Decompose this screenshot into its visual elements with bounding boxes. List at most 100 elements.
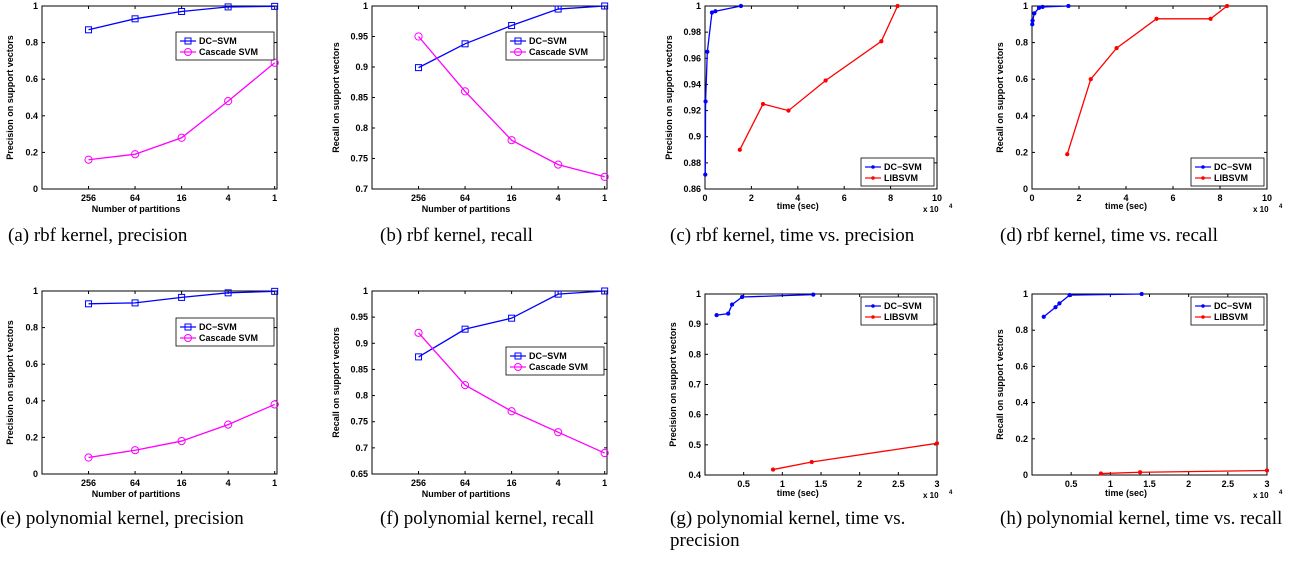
data-point bbox=[786, 108, 791, 113]
y-tick-label: 0.85 bbox=[350, 93, 368, 103]
x-tick-label: 6 bbox=[842, 193, 847, 203]
data-point bbox=[85, 300, 93, 308]
x-tick-label: 2 bbox=[857, 479, 862, 489]
data-point bbox=[1088, 77, 1093, 82]
x-tick-label: 0 bbox=[702, 193, 707, 203]
x-axis-label: time (sec) bbox=[777, 488, 819, 498]
x-tick-label: 16 bbox=[507, 478, 517, 488]
legend-label: Cascade SVM bbox=[199, 47, 258, 57]
x-tick-label: 0.5 bbox=[1065, 479, 1078, 489]
chart-svg: 0 0.2 0.4 0.6 0.8 1 0.5 1 1.5 2 2.5 3 time (sec) Reca… bbox=[995, 289, 1283, 500]
legend-box bbox=[505, 346, 605, 376]
chart-svg: 0.4 0.5 0.6 0.7 0.8 0.9 1 0.5 1 1.5 2 2.5 3 time (sec… bbox=[668, 289, 953, 500]
y-tick-label: 1 bbox=[696, 289, 701, 299]
x-tick-label: 10 bbox=[1262, 193, 1272, 203]
data-point bbox=[1032, 11, 1037, 16]
y-tick-label: 0 bbox=[1023, 184, 1028, 194]
series-line-0 bbox=[88, 290, 275, 305]
data-point bbox=[271, 2, 279, 10]
y-tick-label: 0.7 bbox=[688, 380, 701, 390]
x-tick-label: 1 bbox=[272, 193, 277, 203]
x-tick-label: 64 bbox=[460, 193, 470, 203]
axes-frame bbox=[41, 290, 278, 475]
y-tick-label: 0.85 bbox=[350, 364, 368, 374]
data-point bbox=[1066, 3, 1071, 9]
y-tick-label: 0.2 bbox=[25, 432, 38, 442]
x-tick-label: 1 bbox=[602, 478, 607, 488]
series-line-1 bbox=[739, 5, 899, 151]
subfigure-caption: (h) polynomial kernel, time vs. recall bbox=[1000, 508, 1283, 529]
y-tick-label: 0.4 bbox=[1015, 111, 1028, 121]
x-tick-label: 3 bbox=[934, 479, 939, 489]
data-point bbox=[705, 49, 710, 54]
axes-frame bbox=[1031, 5, 1268, 190]
x-tick-label: 1.5 bbox=[815, 479, 828, 489]
x-tick-label: 256 bbox=[411, 478, 426, 488]
series-line-0 bbox=[418, 290, 605, 358]
chart-panel-7: 0 0.2 0.4 0.6 0.8 1 0.5 1 1.5 2 2.5 3 time (sec) Reca… bbox=[990, 285, 1314, 565]
y-tick-label: 1 bbox=[363, 286, 368, 296]
legend-label: DC−SVM bbox=[884, 162, 922, 172]
legend-marker bbox=[514, 363, 522, 371]
data-point bbox=[934, 441, 940, 446]
data-point bbox=[415, 353, 423, 361]
data-point bbox=[1030, 18, 1035, 23]
legend-marker bbox=[184, 37, 192, 45]
y-tick-label: 1 bbox=[1023, 289, 1028, 299]
y-tick-label: 0.4 bbox=[688, 470, 701, 480]
legend-label: DC−SVM bbox=[529, 351, 567, 361]
data-point bbox=[770, 467, 776, 472]
x-axis-label: time (sec) bbox=[1105, 488, 1147, 498]
x-tick-label: 256 bbox=[81, 193, 96, 203]
y-tick-label: 0.5 bbox=[688, 440, 701, 450]
data-point bbox=[415, 64, 423, 72]
chart-panel-5: 0.65 0.7 0.75 0.8 0.85 0.9 0.95 1 256 64 16 4 1 Numbe… bbox=[330, 285, 654, 565]
data-point bbox=[879, 39, 884, 44]
y-tick-label: 0.86 bbox=[683, 184, 701, 194]
y-tick-label: 0.6 bbox=[25, 74, 38, 84]
legend-marker bbox=[871, 315, 875, 319]
y-tick-label: 0.96 bbox=[683, 53, 701, 63]
x-tick-label: 64 bbox=[460, 478, 470, 488]
data-point bbox=[507, 407, 516, 416]
x-tick-label: 4 bbox=[226, 478, 231, 488]
data-point bbox=[1041, 314, 1046, 319]
y-tick-label: 0.4 bbox=[25, 396, 38, 406]
x-tick-label: 1 bbox=[780, 479, 785, 489]
chart-panel-4: 0 0.2 0.4 0.6 0.8 1 256 64 16 4 1 Number of partiti… bbox=[0, 285, 324, 565]
data-point bbox=[1098, 471, 1104, 476]
legend-label: LIBSVM bbox=[1214, 173, 1248, 183]
legend-label: Cascade SVM bbox=[529, 47, 588, 57]
y-tick-label: 0.2 bbox=[25, 147, 38, 157]
y-tick-label: 0.6 bbox=[25, 359, 38, 369]
x-tick-label: 16 bbox=[177, 478, 187, 488]
data-point bbox=[270, 58, 279, 67]
data-point bbox=[461, 40, 469, 48]
series-line-1 bbox=[418, 332, 605, 454]
data-point bbox=[1139, 291, 1144, 297]
data-point bbox=[738, 3, 744, 9]
x-exponent-label: x 10 bbox=[1253, 205, 1269, 214]
x-exponent-power: 4 bbox=[1279, 204, 1283, 210]
subfigure-caption: (d) rbf kernel, time vs. recall bbox=[1000, 225, 1218, 246]
x-tick-label: 1 bbox=[1108, 479, 1113, 489]
legend-label: DC−SVM bbox=[884, 301, 922, 311]
y-tick-label: 0.4 bbox=[25, 111, 38, 121]
x-tick-label: 1.5 bbox=[1143, 479, 1156, 489]
y-tick-label: 0 bbox=[33, 184, 38, 194]
series-line-0 bbox=[704, 5, 742, 175]
x-tick-label: 16 bbox=[507, 193, 517, 203]
data-point bbox=[737, 147, 742, 152]
y-axis-label: Recall on support vectors bbox=[331, 42, 341, 153]
legend-marker bbox=[514, 352, 522, 360]
data-point bbox=[508, 314, 516, 322]
chart-svg: 0 0.2 0.4 0.6 0.8 1 256 64 16 4 1 Number of partiti… bbox=[5, 286, 279, 499]
x-axis-label: Number of partitions bbox=[422, 204, 511, 214]
x-tick-label: 2.5 bbox=[892, 479, 905, 489]
y-tick-label: 0.88 bbox=[683, 158, 701, 168]
data-point bbox=[177, 436, 186, 446]
x-axis-label: time (sec) bbox=[777, 201, 819, 211]
data-point bbox=[739, 294, 745, 300]
